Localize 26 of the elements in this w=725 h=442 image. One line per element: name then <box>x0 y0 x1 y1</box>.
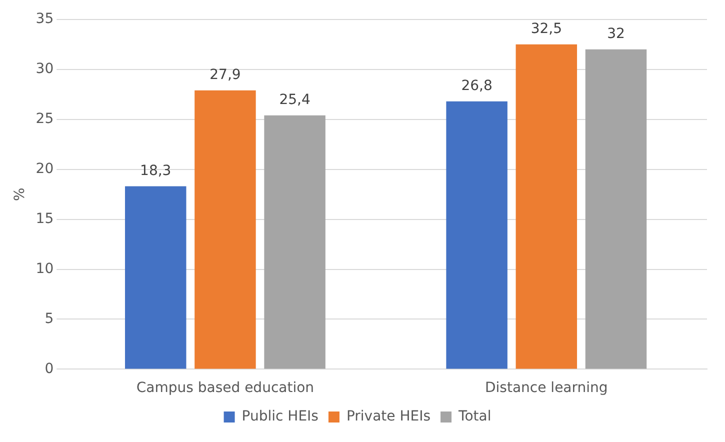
y-tick-label: 5 <box>44 310 54 327</box>
data-label: 25,4 <box>279 92 310 108</box>
data-label: 27,9 <box>210 67 241 83</box>
data-label: 26,8 <box>461 78 492 94</box>
y-tick-label: 0 <box>44 360 54 377</box>
legend-label: Total <box>458 408 492 425</box>
bar <box>585 49 647 369</box>
y-axis-title: % <box>12 188 28 201</box>
bar <box>125 186 186 369</box>
y-tick-label: 10 <box>36 260 54 277</box>
y-tick-label: 25 <box>36 110 54 127</box>
bar <box>446 101 508 369</box>
data-label: 18,3 <box>140 162 172 179</box>
bar <box>264 115 326 369</box>
y-tick-label: 15 <box>36 210 54 227</box>
data-label: 32,5 <box>530 21 562 38</box>
legend-label: Public HEIs <box>242 408 318 425</box>
data-label: 32 <box>607 26 625 42</box>
bar <box>194 90 256 369</box>
y-tick-label: 20 <box>36 160 54 177</box>
bar <box>516 44 578 369</box>
x-tick-label: Campus based education <box>136 380 314 396</box>
y-tick-label: 30 <box>36 61 54 78</box>
x-tick-label: Distance learning <box>485 380 608 396</box>
y-tick-label: 35 <box>36 11 54 28</box>
legend-label: Private HEIs <box>346 408 431 425</box>
